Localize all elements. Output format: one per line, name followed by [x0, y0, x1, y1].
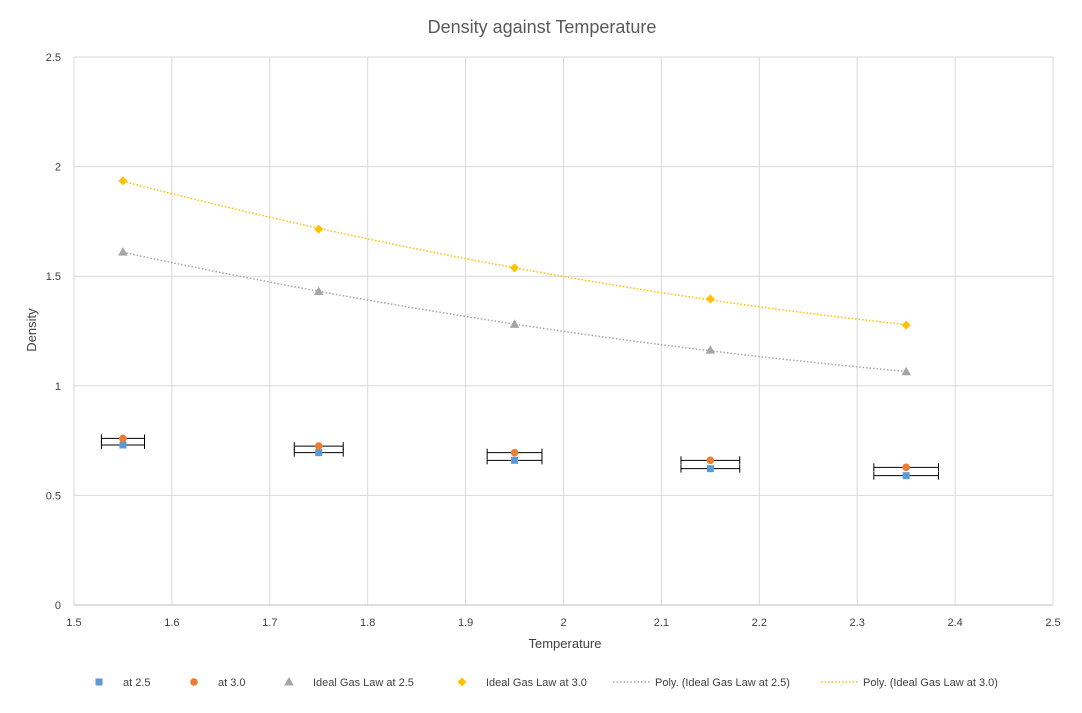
x-tick-label: 2.4: [947, 617, 962, 629]
data-point: [510, 448, 519, 457]
data-point: [314, 442, 323, 450]
x-axis-title: Temperature: [529, 636, 602, 651]
trendline: [122, 251, 907, 373]
data-point: [705, 345, 716, 354]
x-tick-label: 2.2: [752, 617, 767, 629]
x-tick-label: 2.3: [850, 617, 865, 629]
legend: at 2.5 at 3.0 Ideal Gas Law at 2.5 Ideal Ga…: [95, 677, 998, 689]
legend-label: Ideal Gas Law at 2.5: [313, 677, 414, 689]
x-tick-label: 1.7: [262, 617, 277, 629]
data-markers: [118, 176, 911, 480]
data-point: [313, 286, 324, 296]
y-tick-label: 2.5: [46, 52, 61, 64]
x-tick-label: 2: [560, 617, 566, 629]
trendline: [122, 180, 907, 326]
data-point: [901, 366, 911, 376]
x-tick-label: 1.8: [360, 617, 375, 629]
data-point: [902, 463, 910, 472]
data-point: [315, 449, 323, 457]
y-tick-label: 1: [55, 381, 61, 393]
y-tick-label: 0.5: [46, 490, 61, 502]
data-point: [511, 456, 519, 464]
legend-label: at 3.0: [218, 677, 246, 689]
x-tick-label: 1.9: [458, 617, 473, 629]
y-axis-title: Density: [24, 308, 39, 352]
legend-marker: [95, 678, 103, 686]
x-tick-label: 1.5: [66, 617, 81, 629]
data-point: [509, 319, 520, 328]
data-point: [901, 320, 911, 330]
axes: 1.5 1.6 1.7 1.8 1.9 2 2.1 2.2 2.3 2.4 2.5 0 0.5 1 1.5 2…: [46, 52, 1061, 629]
data-point: [118, 247, 128, 256]
legend-label: Poly. (Ideal Gas Law at 3.0): [863, 677, 998, 689]
y-tick-label: 1.5: [46, 271, 61, 283]
x-tick-label: 2.1: [654, 617, 669, 629]
data-point: [902, 472, 910, 480]
data-point: [706, 456, 715, 465]
chart-title: Density against Temperature: [428, 17, 657, 37]
legend-label: Ideal Gas Law at 3.0: [486, 677, 587, 689]
y-tick-label: 2: [55, 162, 61, 174]
trendlines: [122, 180, 907, 373]
legend-label: Poly. (Ideal Gas Law at 2.5): [655, 677, 790, 689]
x-tick-label: 1.6: [164, 617, 179, 629]
legend-marker: [457, 677, 467, 687]
data-point: [119, 434, 127, 443]
data-point: [314, 224, 324, 234]
legend-marker: [284, 677, 294, 686]
data-point: [705, 294, 715, 304]
x-tick-label: 2.5: [1045, 617, 1060, 629]
data-point: [118, 176, 128, 186]
data-point: [510, 263, 520, 273]
legend-marker: [190, 678, 198, 686]
y-tick-label: 0: [55, 600, 61, 612]
data-point: [706, 465, 714, 473]
legend-label: at 2.5: [123, 677, 151, 689]
data-point: [119, 441, 127, 449]
